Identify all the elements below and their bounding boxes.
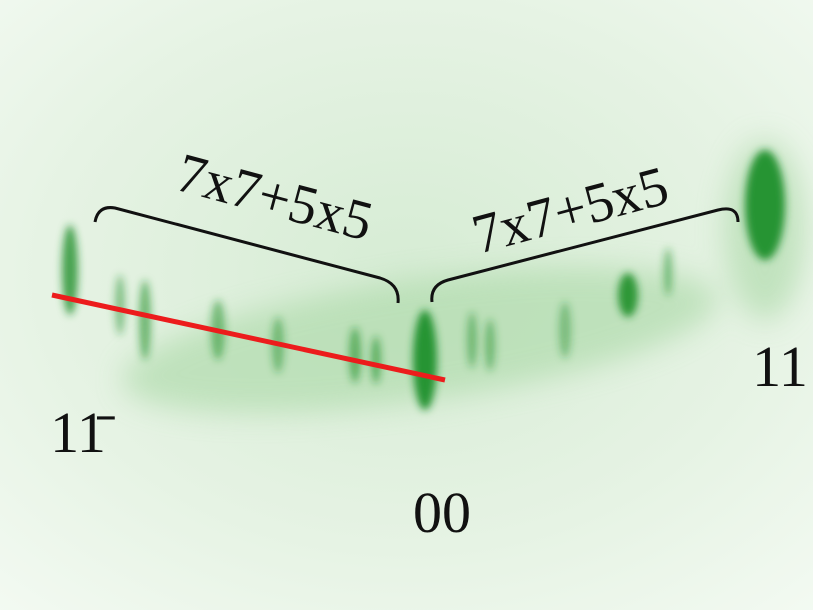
spot-label-center: 00 bbox=[413, 480, 471, 545]
spot-label-right: 11 bbox=[752, 334, 808, 399]
diffraction-image: 7x7+5x5 7x7+5x5 11̄ 00 11 bbox=[0, 0, 813, 610]
page: 7x7+5x5 7x7+5x5 11̄ 00 11 (() => { const… bbox=[0, 0, 813, 610]
spot-label-left: 11̄ bbox=[50, 400, 115, 465]
